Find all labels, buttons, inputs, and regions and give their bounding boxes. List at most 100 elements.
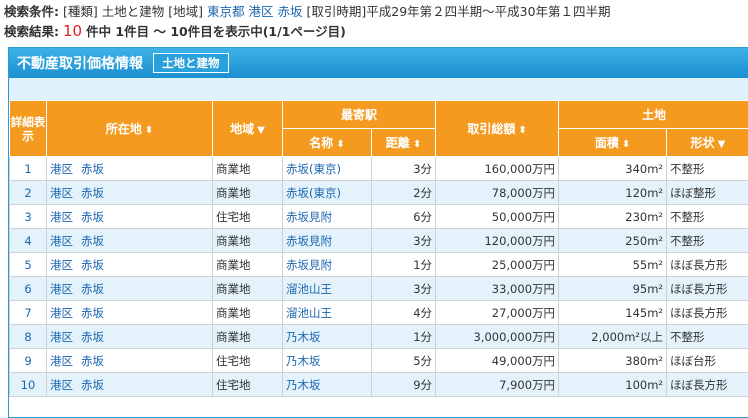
- row-ward-link[interactable]: 港区: [50, 233, 73, 248]
- header-land-area[interactable]: 面積 ⬍: [558, 128, 668, 157]
- row-town-link[interactable]: 赤坂: [81, 209, 104, 224]
- row-detail-link[interactable]: 2: [9, 180, 47, 205]
- header-detail: 詳細表示: [9, 100, 47, 157]
- results-table: 詳細表示 所在地 ⬍ 地域 ▼ 最寄駅 取引総額 ⬍ 土地 名称 ⬍ 距離 ⬍ 面積 ⬍ 形…: [9, 100, 748, 397]
- row-station-dist: 3分: [370, 156, 437, 181]
- row-area-type: 住宅地: [212, 348, 283, 373]
- row-town-link[interactable]: 赤坂: [81, 161, 104, 176]
- table-row: 10 港区 赤坂 住宅地 乃木坂 9分 7,900万円 100m² ほぼ長方形: [9, 372, 748, 397]
- header-land-shape[interactable]: 形状 ▼: [666, 128, 748, 157]
- row-location: 港区 赤坂: [46, 324, 213, 349]
- table-row: 9 港区 赤坂 住宅地 乃木坂 5分 49,000万円 380m² ほぼ台形: [9, 348, 748, 373]
- row-price: 160,000万円: [435, 156, 560, 181]
- row-detail-link[interactable]: 7: [9, 300, 47, 325]
- row-location: 港区 赤坂: [46, 204, 213, 229]
- row-detail-link[interactable]: 4: [9, 228, 47, 253]
- row-ward-link[interactable]: 港区: [50, 305, 73, 320]
- row-land-area: 2,000m²以上: [558, 324, 668, 349]
- row-station-dist: 3分: [370, 276, 437, 301]
- type-value: 土地と建物: [101, 4, 165, 19]
- sort-up-down-icon[interactable]: ⬍: [412, 139, 422, 150]
- header-land-shape-label: 形状: [690, 136, 715, 150]
- row-station-name: 赤坂見附: [282, 228, 372, 253]
- row-land-area: 340m²: [558, 156, 668, 181]
- row-land-shape: ほぼ整形: [666, 180, 748, 205]
- row-location: 港区 赤坂: [46, 180, 213, 205]
- row-price: 25,000万円: [435, 252, 560, 277]
- header-station-name-label: 名称: [309, 136, 334, 150]
- sort-up-down-icon[interactable]: ⬍: [336, 139, 345, 150]
- header-area[interactable]: 地域 ▼: [212, 100, 283, 157]
- row-area-type: 商業地: [212, 276, 283, 301]
- sort-up-down-icon[interactable]: ⬍: [621, 139, 631, 150]
- row-town-link[interactable]: 赤坂: [81, 185, 104, 200]
- row-detail-link[interactable]: 3: [9, 204, 47, 229]
- row-location: 港区 赤坂: [46, 156, 213, 181]
- row-station-dist: 6分: [370, 204, 437, 229]
- row-ward-link[interactable]: 港区: [50, 353, 73, 368]
- row-detail-link[interactable]: 9: [9, 348, 47, 373]
- table-row: 5 港区 赤坂 商業地 赤坂見附 1分 25,000万円 55m² ほぼ長方形: [9, 252, 748, 277]
- filter-down-icon[interactable]: ▼: [717, 139, 726, 150]
- header-location[interactable]: 所在地 ⬍: [46, 100, 213, 157]
- row-detail-link[interactable]: 5: [9, 252, 47, 277]
- sort-up-down-icon[interactable]: ⬍: [518, 125, 527, 136]
- row-land-shape: ほぼ長方形: [666, 276, 748, 301]
- sort-up-down-icon[interactable]: ⬍: [144, 125, 154, 136]
- row-ward-link[interactable]: 港区: [50, 281, 73, 296]
- row-land-shape: ほぼ長方形: [666, 372, 748, 397]
- filter-down-icon[interactable]: ▼: [257, 125, 265, 136]
- header-station-dist[interactable]: 距離 ⬍: [370, 128, 437, 157]
- area-pref-link[interactable]: 東京都: [206, 4, 245, 19]
- header-area-label: 地域: [230, 122, 255, 136]
- row-town-link[interactable]: 赤坂: [81, 377, 104, 392]
- type-tag: [種類]: [62, 4, 98, 19]
- row-land-area: 55m²: [558, 252, 668, 277]
- row-station-name: 赤坂(東京): [282, 180, 372, 205]
- row-detail-link[interactable]: 10: [9, 372, 47, 397]
- row-area-type: 商業地: [212, 228, 283, 253]
- result-label: 検索結果:: [4, 24, 59, 39]
- row-land-shape: ほぼ台形: [666, 348, 748, 373]
- row-town-link[interactable]: 赤坂: [81, 257, 104, 272]
- result-text: 件中 1件目 〜 10件目を表示中(1/1ページ目): [86, 24, 346, 39]
- row-ward-link[interactable]: 港区: [50, 185, 73, 200]
- row-ward-link[interactable]: 港区: [50, 329, 73, 344]
- header-price[interactable]: 取引総額 ⬍: [435, 100, 560, 157]
- period-value: 平成29年第２四半期〜平成30年第１四半期: [366, 4, 611, 19]
- row-town-link[interactable]: 赤坂: [81, 353, 104, 368]
- row-town-link[interactable]: 赤坂: [81, 329, 104, 344]
- row-area-type: 商業地: [212, 252, 283, 277]
- row-town-link[interactable]: 赤坂: [81, 281, 104, 296]
- header-station-group: 最寄駅: [281, 100, 437, 129]
- row-location: 港区 赤坂: [46, 228, 213, 253]
- row-price: 78,000万円: [435, 180, 560, 205]
- row-station-name: 赤坂見附: [282, 252, 372, 277]
- row-town-link[interactable]: 赤坂: [81, 233, 104, 248]
- header-station-name[interactable]: 名称 ⬍: [282, 128, 372, 157]
- row-detail-link[interactable]: 1: [9, 156, 47, 181]
- row-detail-link[interactable]: 8: [9, 324, 47, 349]
- panel-type-tag: 土地と建物: [153, 53, 229, 73]
- row-station-dist: 2分: [370, 180, 437, 205]
- row-ward-link[interactable]: 港区: [50, 377, 73, 392]
- period-tag: [取引時期]: [306, 4, 367, 19]
- area-town-link[interactable]: 赤坂: [277, 4, 303, 19]
- row-land-area: 100m²: [558, 372, 668, 397]
- row-ward-link[interactable]: 港区: [50, 257, 73, 272]
- table-row: 2 港区 赤坂 商業地 赤坂(東京) 2分 78,000万円 120m² ほぼ整形: [9, 180, 748, 205]
- search-conditions: 検索条件: [種類] 土地と建物 [地域] 東京都 港区 赤坂 [取引時期]平成…: [4, 1, 611, 20]
- row-land-area: 95m²: [558, 276, 668, 301]
- row-land-shape: ほぼ長方形: [666, 252, 748, 277]
- row-price: 49,000万円: [435, 348, 560, 373]
- table-row: 4 港区 赤坂 商業地 赤坂見附 3分 120,000万円 250m² 不整形: [9, 228, 748, 253]
- row-ward-link[interactable]: 港区: [50, 209, 73, 224]
- row-town-link[interactable]: 赤坂: [81, 305, 104, 320]
- row-land-area: 250m²: [558, 228, 668, 253]
- area-ward-link[interactable]: 港区: [248, 4, 274, 19]
- row-ward-link[interactable]: 港区: [50, 161, 73, 176]
- panel-title: 不動産取引価格情報: [17, 56, 143, 72]
- row-detail-link[interactable]: 6: [9, 276, 47, 301]
- row-station-dist: 1分: [370, 324, 437, 349]
- row-area-type: 住宅地: [212, 372, 283, 397]
